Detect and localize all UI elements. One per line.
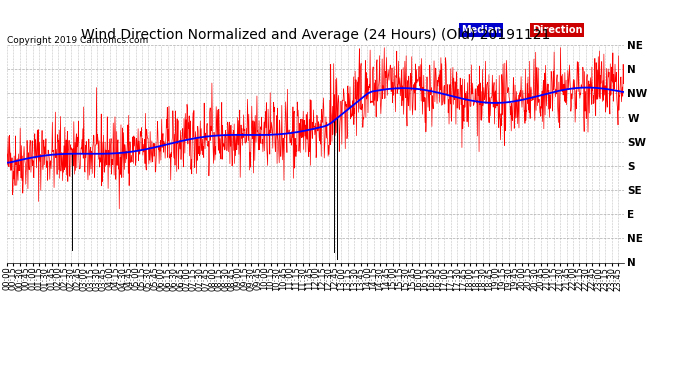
Text: Median: Median xyxy=(461,25,501,35)
Title: Wind Direction Normalized and Average (24 Hours) (Old) 20191121: Wind Direction Normalized and Average (2… xyxy=(81,28,551,42)
Text: Copyright 2019 Cartronics.com: Copyright 2019 Cartronics.com xyxy=(7,36,148,45)
Text: Direction: Direction xyxy=(532,25,582,35)
